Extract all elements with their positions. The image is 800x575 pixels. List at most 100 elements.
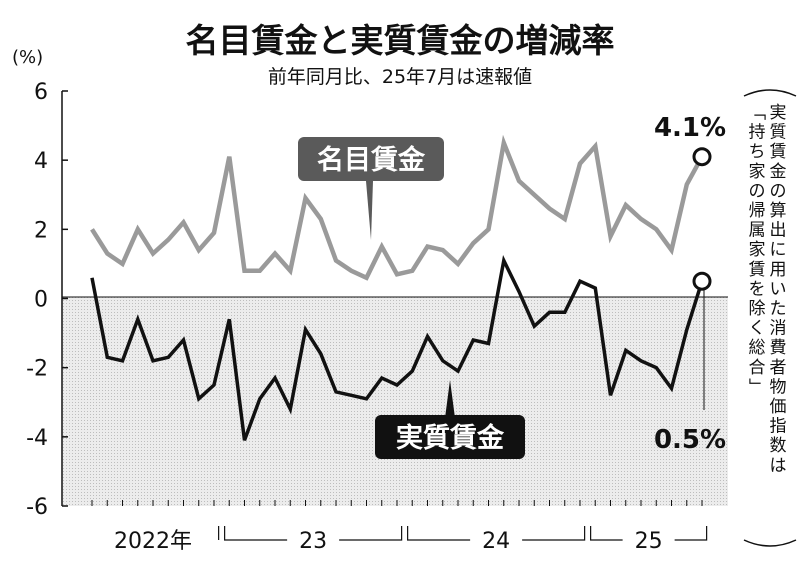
nominal-wage-point [656,229,657,230]
series-lines [90,134,704,441]
real-wage-callout-box [375,415,525,459]
chart-title: 名目賃金と実質賃金の増減率 [186,21,615,60]
x-group-label: 24 [482,529,510,554]
x-axis-group: 2022年 23 24 25 [91,500,708,554]
side-note-char: 持 [749,123,766,143]
nominal-wage-point [366,277,367,278]
side-note-char: ち [749,142,766,162]
y-tick-label: 6 [34,80,48,105]
nominal-wage-point [686,184,687,185]
nominal-wage-point [168,239,169,240]
nominal-wage-series-label: 名目賃金 [317,144,426,176]
y-tick-label: 0 [34,288,48,313]
nominal-wage-point [122,263,123,264]
side-note-char: 物 [770,377,787,397]
real-wage-point [290,409,291,410]
side-note-char: く [749,319,766,339]
x-group-bracket-right [674,526,708,541]
real-wage-point [473,339,474,340]
nominal-wage-point [274,253,275,254]
real-wage-point [351,395,352,396]
real-wage-point [122,360,123,361]
nominal-wage-point [473,243,474,244]
side-note-char: 家 [749,240,766,260]
nominal-wage-point [534,194,535,195]
real-wage-point [91,277,92,278]
side-note-char: 算 [770,201,787,221]
nominal-wage-point [412,270,413,271]
nominal-wage-point [107,253,108,254]
last-nominal-value-label: 4.1% [654,113,726,143]
y-tick-label: 4 [34,149,48,174]
nominal-wage-point [259,270,260,271]
x-group-bracket-left [224,526,288,541]
side-note-char: 出 [770,221,787,241]
real-wage-point [244,440,245,441]
y-unit-label: (%) [12,47,43,68]
side-note-char: 金 [770,162,787,182]
nominal-wage-point [152,253,153,254]
real-wage-point [335,391,336,392]
side-note-char: い [770,279,787,299]
nominal-wage-point [671,249,672,250]
real-wage-point [198,398,199,399]
side-note-char: に [770,240,787,260]
y-tick-group: 6 4 2 0 -2 -4 -6 [26,80,68,520]
last-real-value-label: 0.5% [654,425,726,455]
real-wage-point [579,281,580,282]
nominal-wage-point [91,229,92,230]
real-wage-point [152,360,153,361]
real-wage-point [107,357,108,358]
nominal-wage-line [90,134,704,281]
x-group-label: 2022年 [114,529,192,554]
negative-zone-shading [62,297,728,506]
real-wage-point [320,353,321,354]
nominal-wage-point [381,246,382,247]
side-note-char: の [770,181,787,201]
side-note-char: 総 [749,338,766,358]
nominal-wage-point [579,163,580,164]
side-note-char: 価 [770,397,787,417]
y-tick-label: -6 [26,495,48,520]
nominal-wage-end-marker [692,147,712,167]
nominal-wage-point [457,263,458,264]
y-tick-label: 2 [34,218,48,243]
side-note-char: 賃 [770,142,787,162]
side-note-char: 指 [770,417,787,437]
nominal-wage-callout: 名目賃金 [298,137,444,240]
real-wage-point [457,371,458,372]
side-note-char: 数 [770,436,787,456]
side-note-char: 家 [749,162,766,182]
nominal-wage-point [442,249,443,250]
real-wage-point [412,371,413,372]
side-note-char: 質 [770,123,787,143]
side-note-char: 用 [770,260,787,280]
y-tick-label: -2 [26,357,48,382]
real-wage-point [564,312,565,313]
real-wage-line [90,254,704,441]
side-note-char: 属 [749,221,766,241]
side-note-char: 」 [746,378,766,395]
real-wage-point [137,319,138,320]
nominal-wage-point [305,198,306,199]
real-wage-point [671,388,672,389]
x-group-label: 25 [635,529,663,554]
nominal-wage-point [244,270,245,271]
real-wage-point [656,367,657,368]
nominal-wage-point [518,180,519,181]
real-wage-point [305,329,306,330]
side-note-char: の [749,181,766,201]
real-wage-point [610,395,611,396]
real-wage-point [366,398,367,399]
nominal-wage-point [351,270,352,271]
nominal-wage-callout-pointer [366,181,373,240]
side-note-char: 除 [749,299,766,319]
x-group-bracket-left [590,526,623,541]
real-wage-point [549,312,550,313]
real-wage-point [183,339,184,340]
real-wage-point [442,360,443,361]
y-tick-label: -4 [26,426,48,451]
side-note-bracket-bottom [743,539,797,547]
real-wage-point [518,291,519,292]
